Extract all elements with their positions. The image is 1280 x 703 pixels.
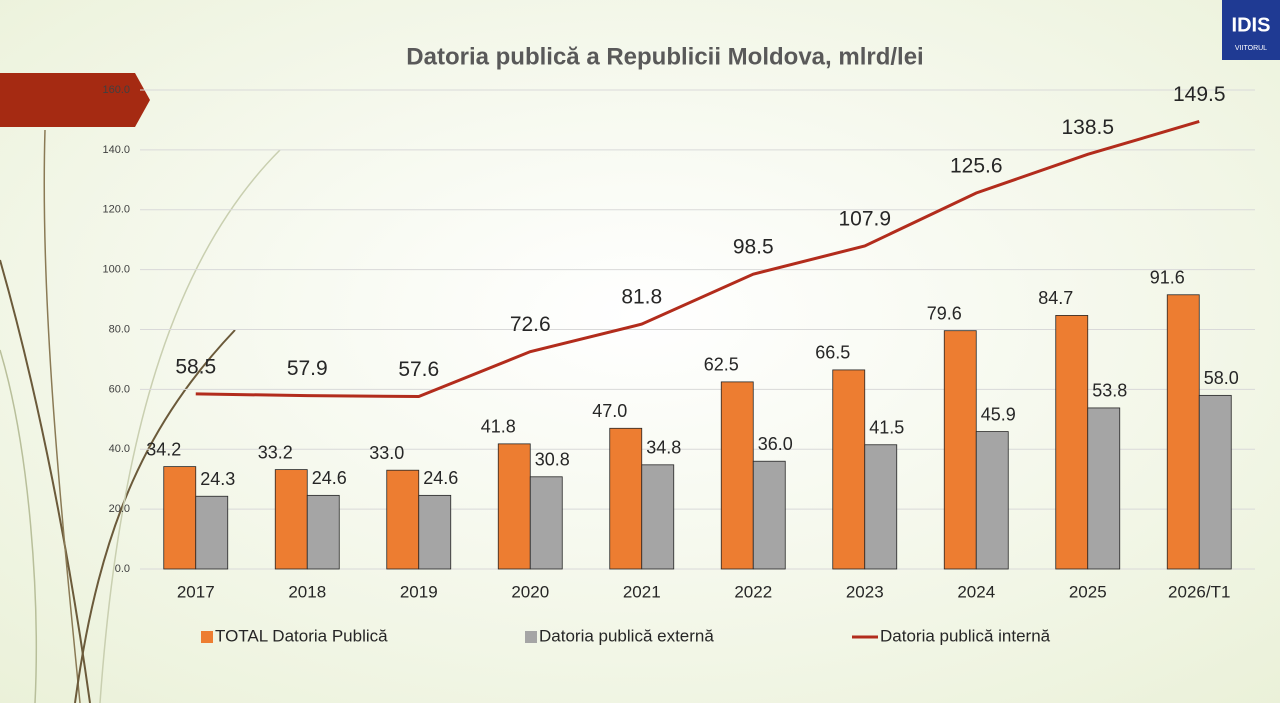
legend-label: TOTAL Datoria Publică [215,626,388,645]
data-label: 149.5 [1173,83,1226,106]
x-tick-label: 2022 [734,582,772,601]
y-tick-label: 100.0 [102,264,130,276]
bar [1055,315,1089,570]
legend-swatch [201,631,213,643]
bar [386,469,420,570]
bar [943,330,977,570]
x-tick-label: 2018 [288,582,326,601]
data-label: 107.9 [838,208,891,231]
x-tick-label: 2023 [846,582,884,601]
data-label: 138.5 [1061,116,1114,139]
data-label: 30.8 [535,450,570,470]
ribbon-arrow [0,73,150,127]
data-label: 41.5 [869,418,904,438]
bar [418,494,452,570]
y-tick-label: 140.0 [102,144,130,156]
data-label: 58.0 [1204,368,1239,388]
data-label: 33.0 [369,443,404,463]
data-label: 47.0 [592,401,627,421]
logo-tagline: VIITORUL [1235,45,1267,52]
x-tick-label: 2021 [623,582,661,601]
bar [529,476,563,570]
bar [1198,394,1232,570]
data-label: 24.6 [312,468,347,488]
data-label: 34.8 [646,438,681,458]
logo-name: IDIS [1232,14,1271,36]
bar [864,444,898,570]
data-label: 45.9 [981,404,1016,424]
x-tick-label: 2026/T1 [1168,582,1230,601]
data-label: 125.6 [950,155,1003,178]
bar [641,464,675,570]
y-tick-label: 20.0 [109,503,130,515]
data-label: 41.8 [481,417,516,437]
bar [609,427,643,570]
data-label: 91.6 [1150,268,1185,288]
data-label: 66.5 [815,343,850,363]
data-label: 84.7 [1038,288,1073,308]
bar [752,460,786,570]
logo: IDIS VIITORUL [1222,0,1280,60]
data-label: 98.5 [733,236,774,259]
bar [306,494,340,570]
bar [720,381,754,570]
y-tick-label: 160.0 [102,84,130,96]
y-tick-label: 120.0 [102,204,130,216]
bar [163,466,197,570]
bar [832,369,866,570]
bar [1087,407,1121,570]
bar [975,431,1009,570]
x-tick-label: 2025 [1069,582,1107,601]
x-tick-label: 2020 [511,582,549,601]
data-label: 24.6 [423,468,458,488]
decoration [0,129,281,703]
x-tick-label: 2024 [957,582,995,601]
data-label: 62.5 [704,355,739,375]
line [195,119,1200,399]
data-label: 36.0 [758,434,793,454]
data-label: 57.6 [398,358,439,381]
data-label: 33.2 [258,442,293,462]
legend-swatch [525,631,537,643]
chart-title: Datoria publică a Republicii Moldova, ml… [406,43,923,70]
data-label: 79.6 [927,303,962,323]
x-tick-label: 2017 [177,582,215,601]
data-label: 58.5 [175,355,216,378]
bar [195,495,229,570]
y-tick-label: 80.0 [109,323,130,335]
y-tick-label: 40.0 [109,443,130,455]
data-label: 24.3 [200,469,235,489]
y-tick-label: 0.0 [115,563,130,575]
bar [274,469,308,570]
y-tick-label: 60.0 [109,383,130,395]
data-label: 81.8 [621,286,662,309]
data-label: 72.6 [510,313,551,336]
legend-label: Datoria publică internă [880,626,1051,645]
legend-label: Datoria publică externă [539,626,714,645]
data-label: 57.9 [287,357,328,380]
bar [497,443,531,570]
logo-box [1222,0,1280,60]
x-tick-label: 2019 [400,582,438,601]
bar [1166,294,1200,570]
data-label: 53.8 [1092,381,1127,401]
data-label: 34.2 [146,439,181,459]
